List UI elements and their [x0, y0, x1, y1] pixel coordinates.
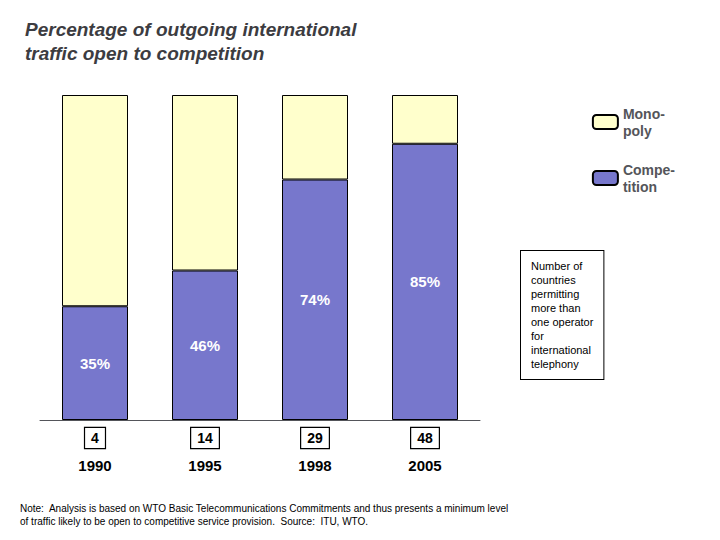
svg-text:of traffic likely to be open t: of traffic likely to be open to competit… [20, 516, 368, 527]
svg-text:countries: countries [531, 274, 576, 286]
svg-text:telephony: telephony [531, 358, 579, 370]
svg-text:international: international [531, 344, 591, 356]
svg-text:Percentage of outgoing interna: Percentage of outgoing international [25, 19, 357, 40]
svg-text:Number of: Number of [531, 260, 583, 272]
svg-text:48: 48 [417, 430, 433, 446]
svg-text:35%: 35% [80, 355, 110, 372]
svg-text:2005: 2005 [408, 457, 441, 474]
svg-text:4: 4 [91, 430, 99, 446]
svg-text:85%: 85% [410, 273, 440, 290]
svg-text:tition: tition [623, 179, 657, 195]
svg-text:1990: 1990 [78, 457, 111, 474]
svg-text:traffic open to competition: traffic open to competition [25, 43, 264, 64]
svg-text:14: 14 [197, 430, 213, 446]
svg-text:1995: 1995 [188, 457, 221, 474]
svg-text:Mono-: Mono- [623, 106, 665, 122]
svg-text:poly: poly [623, 123, 652, 139]
svg-text:74%: 74% [300, 291, 330, 308]
svg-text:for: for [531, 330, 544, 342]
svg-text:permitting: permitting [531, 288, 579, 300]
svg-text:Compe-: Compe- [623, 162, 675, 178]
svg-text:Note: Analysis is based on WT: Note: Analysis is based on WTO Basic Tel… [20, 503, 508, 514]
svg-text:one operator: one operator [531, 316, 594, 328]
svg-text:1998: 1998 [298, 457, 331, 474]
svg-text:46%: 46% [190, 337, 220, 354]
svg-text:29: 29 [307, 430, 323, 446]
svg-text:more than: more than [531, 302, 581, 314]
